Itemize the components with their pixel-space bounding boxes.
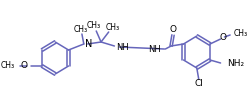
Text: NH: NH bbox=[116, 42, 128, 52]
Text: CH₃: CH₃ bbox=[105, 23, 119, 32]
Text: CH₃: CH₃ bbox=[1, 61, 15, 71]
Text: CH₃: CH₃ bbox=[233, 29, 247, 38]
Text: CH₃: CH₃ bbox=[86, 22, 100, 30]
Text: O: O bbox=[20, 61, 27, 71]
Text: NH: NH bbox=[147, 45, 160, 55]
Text: O: O bbox=[219, 32, 226, 42]
Text: NH₂: NH₂ bbox=[226, 58, 244, 68]
Text: Cl: Cl bbox=[194, 80, 202, 88]
Text: O: O bbox=[169, 26, 176, 35]
Text: N: N bbox=[84, 39, 92, 49]
Text: CH₃: CH₃ bbox=[74, 25, 88, 33]
